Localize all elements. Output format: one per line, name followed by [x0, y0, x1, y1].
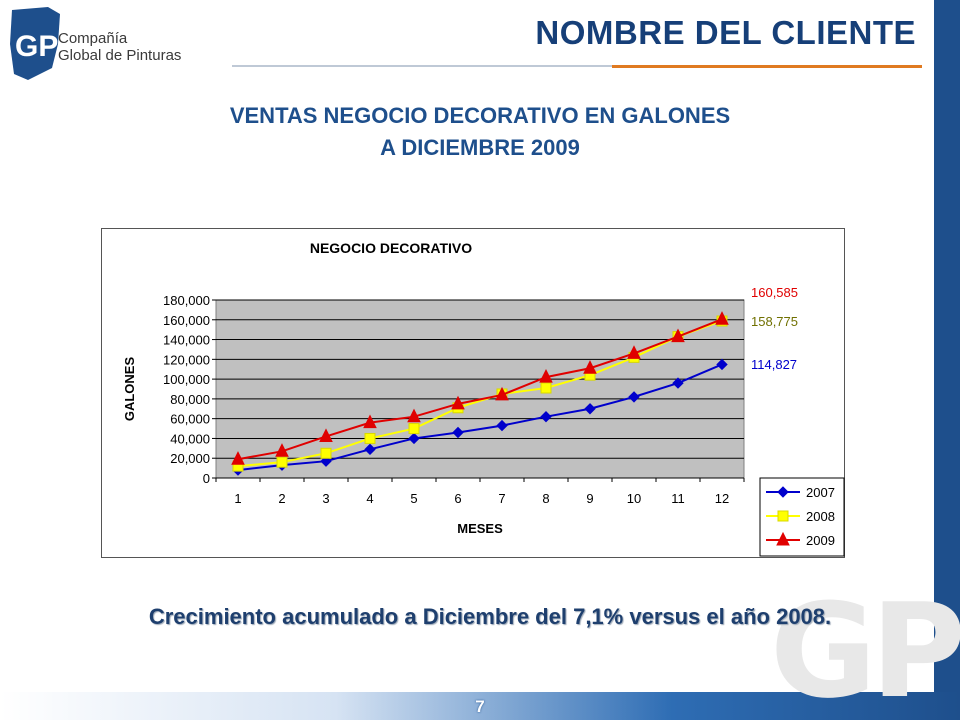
page-number: 7: [475, 697, 485, 716]
bottom-decor-bar: [0, 692, 960, 720]
logo-text: Compañía Global de Pinturas: [58, 30, 181, 64]
chart-title: NEGOCIO DECORATIVO: [309, 240, 473, 256]
svg-text:GP: GP: [15, 30, 58, 63]
right-decor-bar: [934, 0, 960, 720]
chart-frame: [101, 228, 845, 558]
gp-watermark: GP: [770, 575, 960, 727]
client-title: NOMBRE DEL CLIENTE: [535, 14, 916, 51]
title-underline: [232, 62, 922, 70]
growth-caption: Crecimiento acumulado a Diciembre del 7,…: [148, 604, 832, 629]
company-logo: GP: [10, 7, 60, 80]
slide-title-line2: A DICIEMBRE 2009: [380, 135, 580, 160]
logo-text-line2: Global de Pinturas: [58, 47, 182, 64]
logo-text-line1: Compañía: [58, 30, 128, 47]
slide-title: VENTAS NEGOCIO DECORATIVO EN GALONES A D…: [0, 100, 960, 164]
slide-title-line1: VENTAS NEGOCIO DECORATIVO EN GALONES: [229, 103, 731, 128]
